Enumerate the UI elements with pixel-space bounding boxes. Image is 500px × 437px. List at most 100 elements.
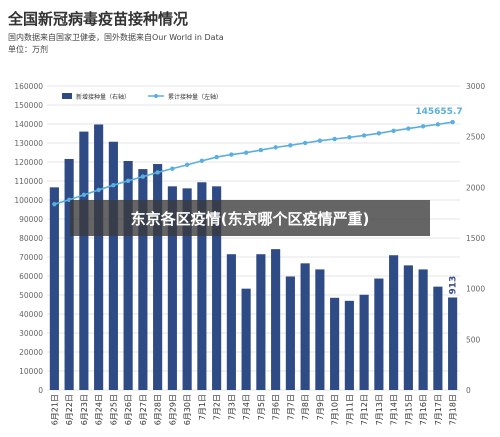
right-tick-label: 500 xyxy=(466,335,481,344)
line-point xyxy=(184,162,190,168)
line-point xyxy=(450,119,455,125)
x-axis-labels: 6月21日 6月22日 6月23日 6月24日 6月25日 6月26日 6月27日 6月28日… xyxy=(50,394,457,425)
bar xyxy=(315,269,325,390)
line-point xyxy=(391,128,396,134)
line-point xyxy=(361,133,367,138)
x-tick-label: 7月16日 xyxy=(419,394,428,425)
line-point xyxy=(376,131,382,136)
bar xyxy=(197,182,207,390)
bar xyxy=(359,294,369,390)
right-tick-label: 2500 xyxy=(466,133,485,142)
left-tick-label: 10000 xyxy=(19,367,43,376)
bar-last-value-label: 913 xyxy=(449,276,459,295)
left-tick-label: 0 xyxy=(38,386,43,395)
left-tick-label: 120000 xyxy=(14,158,43,167)
bar xyxy=(418,269,428,390)
line-point xyxy=(435,122,441,127)
left-axis: 0 10000 20000 30000 40000 50000 60000 70000 8000… xyxy=(14,82,43,395)
x-tick-label: 7月6日 xyxy=(272,394,281,420)
line-point xyxy=(96,187,101,193)
line-point xyxy=(243,150,249,155)
bar xyxy=(226,254,236,390)
x-tick-label: 6月25日 xyxy=(109,394,118,425)
line-point xyxy=(52,201,57,207)
bar xyxy=(138,169,148,390)
line-point xyxy=(258,147,264,153)
left-tick-label: 130000 xyxy=(14,139,43,148)
x-tick-label: 7月5日 xyxy=(257,394,266,420)
x-tick-label: 6月27日 xyxy=(139,394,148,425)
x-tick-label: 6月22日 xyxy=(65,394,74,425)
line-point xyxy=(317,138,323,143)
line-point xyxy=(347,135,352,140)
left-tick-label: 150000 xyxy=(14,101,43,110)
left-tick-label: 70000 xyxy=(19,253,43,262)
line-series xyxy=(52,119,455,207)
line-point xyxy=(81,192,87,198)
x-tick-label: 7月1日 xyxy=(198,394,207,420)
left-tick-label: 60000 xyxy=(19,272,43,281)
bar xyxy=(433,286,443,390)
overlay-text: 东京各区疫情(东京哪个区疫情严重) xyxy=(131,210,370,228)
left-tick-label: 30000 xyxy=(19,329,43,338)
x-tick-label: 7月3日 xyxy=(227,394,236,420)
chart-source: 国内数据来自国家卫健委，国外数据来自Our World in Data xyxy=(8,32,224,42)
legend-label-bar: 新增接种量（右轴） xyxy=(76,93,130,101)
bar xyxy=(256,254,266,390)
x-tick-label: 7月7日 xyxy=(286,394,295,420)
bar xyxy=(64,158,74,390)
bar xyxy=(94,124,104,391)
line-point xyxy=(229,152,234,157)
left-tick-label: 80000 xyxy=(19,234,43,243)
line-point xyxy=(273,145,278,150)
chart-title: 全国新冠病毒疫苗接种情况 xyxy=(7,10,188,28)
line-point xyxy=(420,124,426,129)
line-point xyxy=(199,158,205,164)
legend-label-line: 累计接种量（左轴） xyxy=(168,93,222,101)
bar xyxy=(389,255,399,390)
line-point xyxy=(125,178,131,184)
x-tick-label: 6月21日 xyxy=(50,394,59,425)
x-tick-label: 7月14日 xyxy=(390,394,399,425)
line-point xyxy=(155,170,160,175)
line-point xyxy=(302,140,308,146)
legend-marker-line xyxy=(154,94,158,98)
bar xyxy=(330,297,340,390)
right-axis: 0 500 1000 1500 2000 2500 3000 xyxy=(466,82,485,395)
line-point xyxy=(332,136,337,142)
left-tick-label: 160000 xyxy=(14,82,43,91)
x-tick-label: 7月10日 xyxy=(331,394,340,425)
left-tick-label: 100000 xyxy=(14,196,43,205)
chart-unit: 单位：万剂 xyxy=(8,44,48,54)
bar xyxy=(49,187,59,390)
left-tick-label: 110000 xyxy=(14,177,43,186)
line-point xyxy=(214,154,219,160)
line-point xyxy=(140,174,146,179)
x-tick-label: 7月9日 xyxy=(316,394,325,420)
left-tick-label: 50000 xyxy=(19,291,43,300)
x-tick-label: 6月29日 xyxy=(168,394,177,425)
line-point xyxy=(111,182,116,188)
right-tick-label: 2000 xyxy=(466,183,485,192)
bar xyxy=(212,186,222,390)
x-tick-label: 7月13日 xyxy=(375,394,384,425)
bar-series xyxy=(49,124,458,391)
bar xyxy=(374,278,384,390)
right-tick-label: 1000 xyxy=(466,285,485,294)
bar xyxy=(79,131,89,390)
x-tick-label: 7月12日 xyxy=(360,394,369,425)
right-tick-label: 1500 xyxy=(466,234,485,243)
right-tick-label: 3000 xyxy=(466,82,485,91)
line-last-value-label: 145655.7 xyxy=(415,107,462,117)
bar xyxy=(123,160,133,390)
line-point xyxy=(288,143,293,148)
bar xyxy=(285,276,295,390)
bar xyxy=(182,188,192,390)
x-tick-label: 7月8日 xyxy=(301,394,310,420)
right-tick-label: 0 xyxy=(466,386,471,395)
x-tick-label: 6月24日 xyxy=(95,394,104,425)
bar xyxy=(271,249,281,390)
legend: 新增接种量（右轴） 累计接种量（左轴） xyxy=(62,93,222,101)
x-tick-label: 7月4日 xyxy=(242,394,251,420)
bar xyxy=(153,164,163,390)
